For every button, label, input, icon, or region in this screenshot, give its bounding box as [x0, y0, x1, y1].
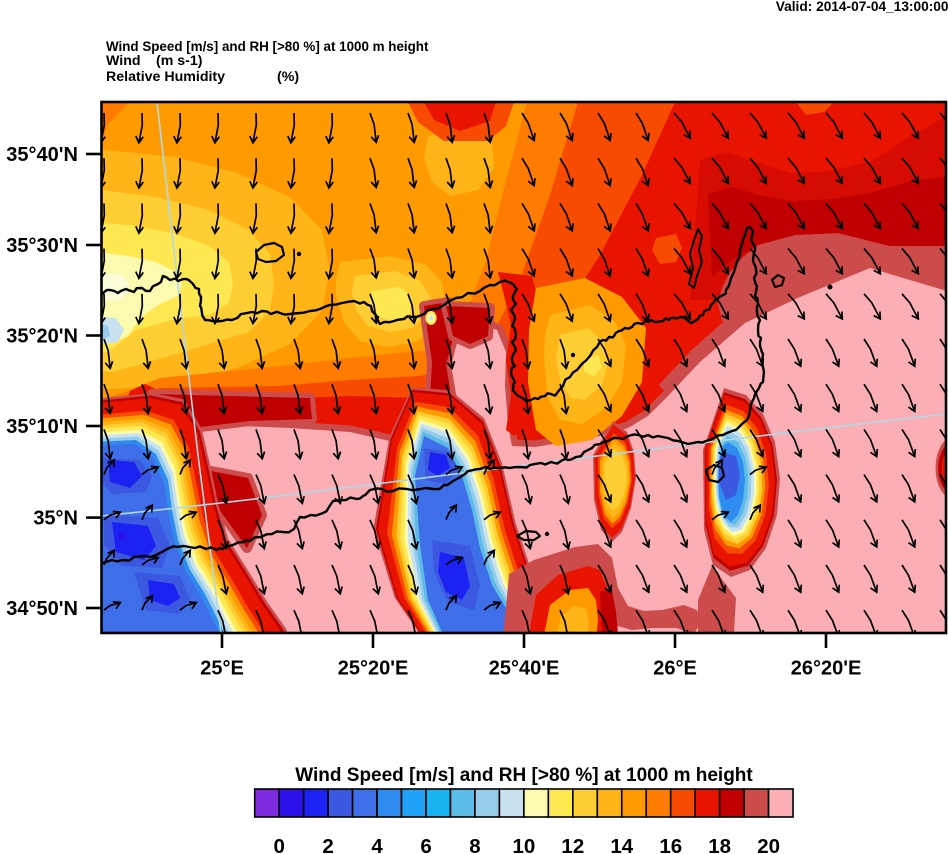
svg-text:18: 18 [708, 835, 731, 854]
svg-text:25°20'E: 25°20'E [338, 658, 409, 680]
svg-text:34°50'N: 34°50'N [6, 598, 78, 620]
svg-text:35°10'N: 35°10'N [6, 416, 78, 438]
svg-text:35°20'N: 35°20'N [6, 326, 78, 348]
svg-text:16: 16 [659, 835, 682, 854]
svg-text:Valid: 2014-07-04_13:00:00: Valid: 2014-07-04_13:00:00 [776, 0, 948, 14]
svg-text:25°E: 25°E [200, 658, 244, 680]
svg-text:35°N: 35°N [33, 508, 78, 530]
svg-text:35°40'N: 35°40'N [6, 144, 78, 166]
svg-text:10: 10 [512, 835, 535, 854]
svg-text:Wind Speed [m/s] and RH [>80 %: Wind Speed [m/s] and RH [>80 %] at 1000 … [295, 765, 753, 786]
svg-text:6: 6 [420, 835, 431, 854]
svg-text:4: 4 [371, 835, 383, 854]
svg-text:0: 0 [273, 835, 284, 854]
svg-text:8: 8 [469, 835, 480, 854]
svg-text:12: 12 [561, 835, 584, 854]
svg-text:26°E: 26°E [653, 658, 697, 680]
svg-text:26°20'E: 26°20'E [791, 658, 862, 680]
svg-text:14: 14 [610, 835, 633, 854]
svg-text:35°30'N: 35°30'N [6, 235, 78, 257]
svg-text:20: 20 [757, 835, 780, 854]
svg-text:2: 2 [322, 835, 333, 854]
svg-text:Wind Speed [m/s] and RH [>80 %: Wind Speed [m/s] and RH [>80 %] at 1000 … [106, 39, 429, 54]
svg-text:25°40'E: 25°40'E [489, 658, 560, 680]
